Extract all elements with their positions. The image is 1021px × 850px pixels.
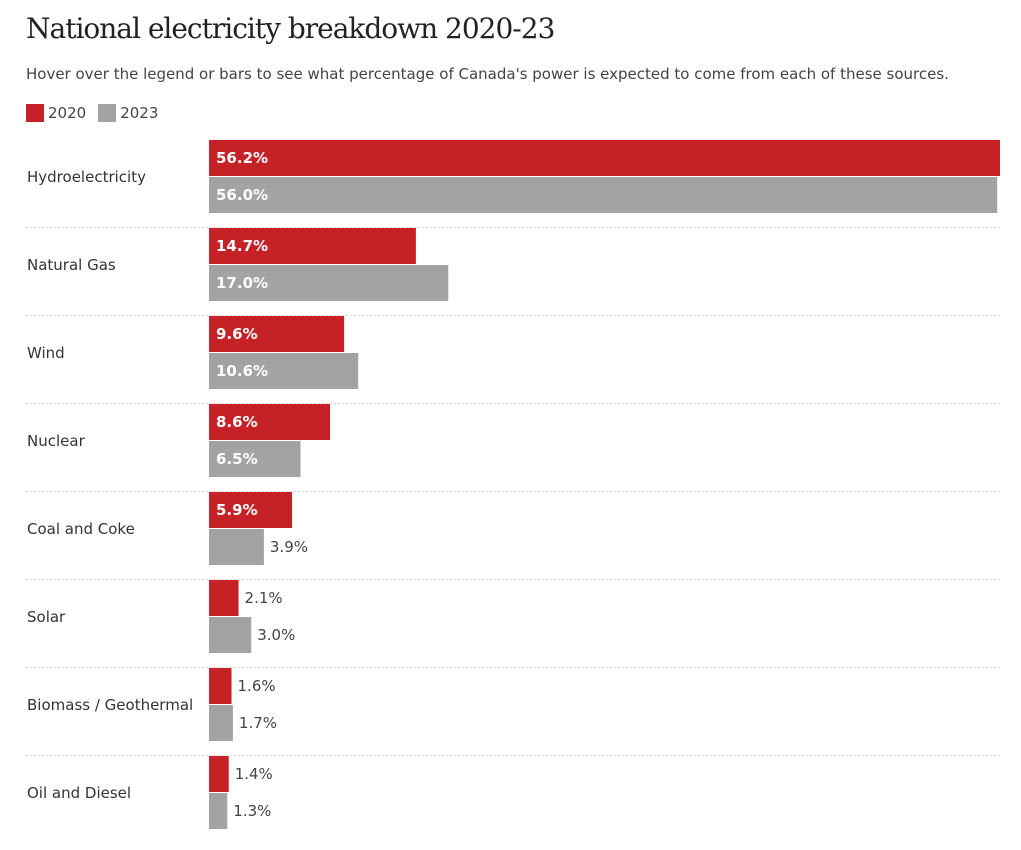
bar-2020-hydroelectricity[interactable] xyxy=(209,140,1000,176)
legend-item-2023[interactable]: 2023 xyxy=(98,104,158,122)
category-label-wind: Wind xyxy=(27,344,65,362)
category-label-solar: Solar xyxy=(27,608,66,626)
data-label-2020-nuclear: 8.6% xyxy=(216,413,258,431)
category-label-biomass-geothermal: Biomass / Geothermal xyxy=(27,696,193,714)
data-label-2023-hydroelectricity: 56.0% xyxy=(216,186,268,204)
data-label-2020-natural-gas: 14.7% xyxy=(216,237,268,255)
bar-2023-natural-gas[interactable] xyxy=(209,265,449,301)
data-label-2020-hydroelectricity: 56.2% xyxy=(216,149,268,167)
bar-2020-biomass-geothermal[interactable] xyxy=(209,668,232,704)
legend-label-2023: 2023 xyxy=(120,104,159,122)
bar-2023-biomass-geothermal[interactable] xyxy=(209,705,233,741)
bar-2023-oil-and-diesel[interactable] xyxy=(209,793,228,829)
category-label-nuclear: Nuclear xyxy=(27,432,86,450)
bar-2023-coal-and-coke[interactable] xyxy=(209,529,264,565)
legend-item-2020[interactable]: 2020 xyxy=(26,104,86,122)
data-label-2023-natural-gas: 17.0% xyxy=(216,274,268,292)
data-label-2020-wind: 9.6% xyxy=(216,325,258,343)
data-label-2020-oil-and-diesel: 1.4% xyxy=(235,765,273,783)
bar-2023-nuclear[interactable] xyxy=(209,441,301,477)
chart-title: National electricity breakdown 2020-23 xyxy=(26,12,555,45)
data-label-2023-coal-and-coke: 3.9% xyxy=(270,538,308,556)
data-label-2023-biomass-geothermal: 1.7% xyxy=(239,714,277,732)
bar-2020-natural-gas[interactable] xyxy=(209,228,416,264)
legend-swatch-2023 xyxy=(98,104,117,122)
bar-2020-solar[interactable] xyxy=(209,580,239,616)
bar-2023-wind[interactable] xyxy=(209,353,359,389)
bar-2023-hydroelectricity[interactable] xyxy=(209,177,998,213)
category-label-oil-and-diesel: Oil and Diesel xyxy=(27,784,131,802)
data-label-2020-coal-and-coke: 5.9% xyxy=(216,501,258,519)
data-label-2020-biomass-geothermal: 1.6% xyxy=(238,677,276,695)
legend-label-2020: 2020 xyxy=(48,104,87,122)
legend: 2020 2023 xyxy=(26,103,170,123)
category-label-coal-and-coke: Coal and Coke xyxy=(27,520,135,538)
category-label-hydroelectricity: Hydroelectricity xyxy=(27,168,146,186)
data-label-2020-solar: 2.1% xyxy=(245,589,283,607)
data-label-2023-oil-and-diesel: 1.3% xyxy=(233,802,271,820)
bar-chart: Hydroelectricity 56.2% 56.0% Natural Gas 14.… xyxy=(26,140,1000,829)
legend-swatch-2020 xyxy=(26,104,44,122)
data-label-2023-solar: 3.0% xyxy=(257,626,295,644)
bar-2020-oil-and-diesel[interactable] xyxy=(209,756,229,792)
bar-2023-solar[interactable] xyxy=(209,617,252,653)
category-label-natural-gas: Natural Gas xyxy=(27,256,116,274)
data-label-2023-nuclear: 6.5% xyxy=(216,450,258,468)
bar-2020-wind[interactable] xyxy=(209,316,345,352)
bar-2020-coal-and-coke[interactable] xyxy=(209,492,293,528)
chart-subtitle: Hover over the legend or bars to see wha… xyxy=(26,65,949,83)
bar-2020-nuclear[interactable] xyxy=(209,404,331,440)
data-label-2023-wind: 10.6% xyxy=(216,362,268,380)
